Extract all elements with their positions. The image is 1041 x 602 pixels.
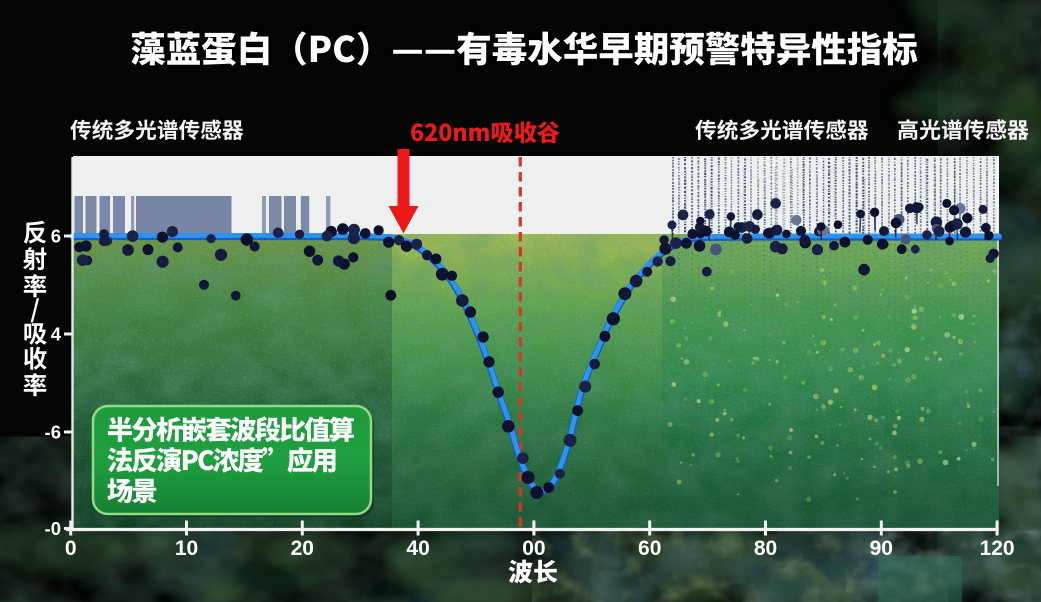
- svg-text:4: 4: [51, 324, 62, 345]
- svg-text:10: 10: [175, 537, 198, 560]
- svg-text:60: 60: [638, 537, 661, 560]
- svg-text:20: 20: [291, 537, 314, 560]
- svg-text:0: 0: [65, 537, 77, 560]
- svg-text:-0: -0: [45, 518, 61, 539]
- svg-text:90: 90: [870, 537, 893, 560]
- svg-text:40: 40: [406, 537, 429, 560]
- svg-text:00: 00: [522, 537, 545, 560]
- svg-text:120: 120: [980, 537, 1015, 560]
- svg-text:-6: -6: [45, 422, 61, 443]
- svg-text:80: 80: [754, 537, 777, 560]
- svg-text:6: 6: [51, 226, 61, 247]
